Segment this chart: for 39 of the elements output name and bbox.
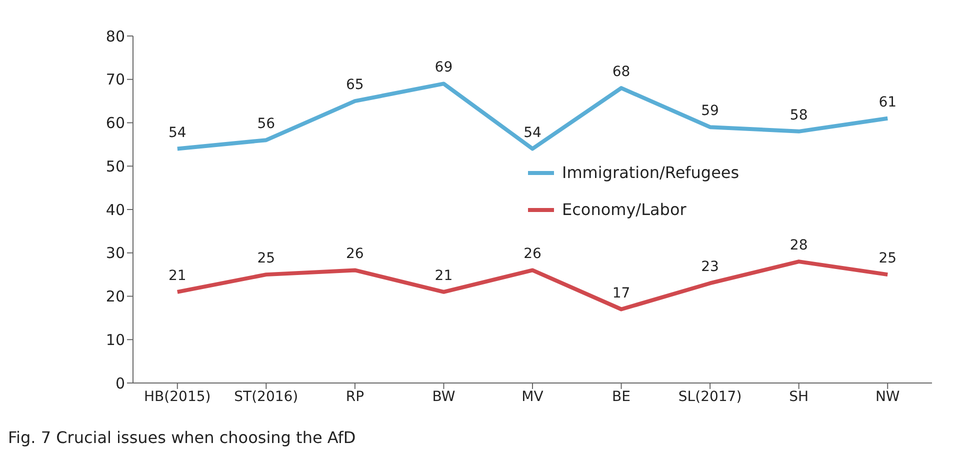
data-label: 54 — [524, 124, 542, 141]
y-tick-label: 10 — [106, 330, 125, 349]
y-tick-label: 30 — [106, 244, 125, 262]
x-tick-label: BE — [612, 388, 631, 405]
x-tick-label: BW — [432, 388, 456, 405]
x-tick-label: RP — [346, 388, 364, 405]
data-label: 25 — [878, 250, 897, 267]
data-label: 58 — [790, 107, 808, 124]
data-label: 69 — [434, 60, 453, 76]
data-label: 17 — [612, 285, 630, 302]
y-tick-label: 40 — [106, 200, 125, 219]
data-label: 25 — [257, 250, 276, 267]
y-tick-label: 80 — [106, 27, 125, 46]
caption: Fig. 7 Crucial issues when choosing the AfD — [8, 428, 356, 447]
y-tick-label: 20 — [106, 288, 125, 306]
x-tick-label: MV — [522, 388, 544, 405]
data-label: 28 — [790, 238, 808, 254]
y-tick-label: 0 — [115, 374, 125, 392]
x-tick-label: NW — [875, 388, 900, 405]
data-label: 26 — [346, 246, 364, 262]
data-label: 21 — [168, 268, 186, 284]
x-tick-label: SL(2017) — [678, 388, 742, 405]
data-label: 65 — [346, 77, 364, 94]
legend-label: Immigration/Refugees — [562, 163, 740, 182]
x-tick-label: HB(2015) — [144, 388, 211, 405]
y-tick-label: 50 — [106, 157, 125, 176]
data-label: 54 — [168, 124, 186, 141]
y-tick-label: 70 — [106, 70, 125, 89]
x-tick-label: SH — [789, 388, 809, 405]
legend-label: Economy/Labor — [562, 200, 686, 219]
data-label: 56 — [257, 116, 276, 132]
y-tick-label: 60 — [106, 114, 125, 132]
data-label: 26 — [524, 246, 542, 262]
x-tick-label: ST(2016) — [234, 388, 298, 405]
data-label: 23 — [701, 259, 719, 276]
data-label: 68 — [612, 64, 630, 80]
data-label: 21 — [434, 268, 453, 284]
data-label: 61 — [878, 94, 897, 110]
data-label: 59 — [701, 103, 719, 120]
